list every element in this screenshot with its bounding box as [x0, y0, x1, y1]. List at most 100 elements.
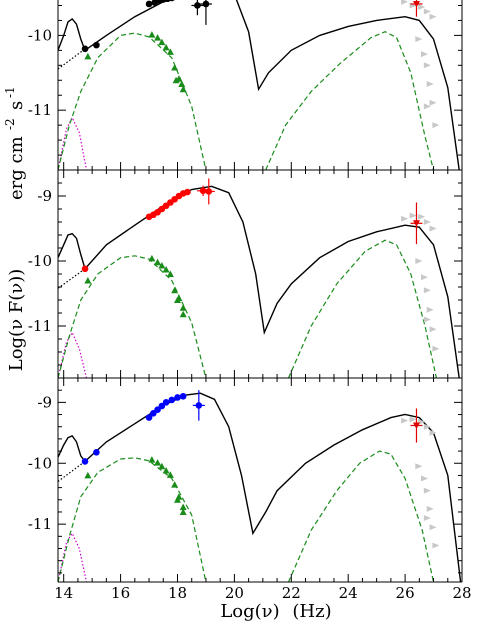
chart-panels: -11 -10 -11 -10 -9 -11 -10 -9 [28, 0, 463, 583]
gray-data-point [429, 99, 437, 106]
source-data-point [168, 396, 176, 404]
green-data-point [154, 34, 162, 41]
host-galaxy-curve [58, 331, 88, 378]
y-axis-unit: erg cm -2 s -1 [3, 86, 27, 200]
gray-data-point [415, 258, 423, 264]
gray-data-point [423, 316, 431, 323]
host-galaxy-curve [58, 532, 88, 582]
source-data-point [81, 458, 89, 465]
gray-data-point [429, 13, 437, 20]
gray-data-point [415, 463, 423, 470]
gray-data-point [401, 215, 409, 222]
gray-data-point [423, 487, 431, 494]
green-data-point [171, 286, 179, 294]
green-data-point [148, 31, 156, 38]
gray-data-point [429, 429, 437, 436]
gray-data-point [432, 345, 440, 352]
gray-data-point [429, 524, 437, 531]
source-data-point [81, 265, 89, 273]
panel-plot-area [58, 178, 460, 378]
source-data-point [179, 392, 187, 400]
green-data-point [166, 471, 174, 478]
gray-data-point [423, 219, 431, 225]
green-data-point [154, 459, 162, 466]
external-compton-curve [287, 450, 435, 582]
source-data-point [195, 402, 203, 409]
fermi-data-point [412, 0, 420, 8]
y-tick-label: -9 [37, 187, 52, 205]
green-data-point [84, 52, 92, 60]
green-data-point [162, 265, 170, 273]
gray-data-point [421, 51, 429, 58]
green-data-point [154, 258, 162, 266]
green-data-point [158, 262, 166, 269]
panel-3: -11 -10 -9 [28, 377, 463, 583]
x-tick-label: 16 [111, 584, 130, 602]
panel-plot-area [58, 390, 462, 582]
gray-data-point [432, 542, 440, 549]
external-compton-curve [265, 31, 435, 170]
gray-data-point [429, 326, 437, 333]
green-data-point [166, 48, 174, 55]
source-data-point [205, 188, 213, 195]
source-data-point [174, 394, 181, 401]
green-data-point [148, 456, 156, 463]
y-unit-exp1: -2 [3, 118, 17, 130]
gray-data-point [423, 8, 431, 15]
green-data-point [171, 481, 179, 488]
source-data-point [145, 0, 153, 8]
x-tick-label: 18 [168, 584, 187, 602]
gray-data-point [421, 274, 429, 281]
x-axis-label: Log(ν) [220, 601, 279, 622]
gray-data-point [418, 3, 426, 10]
green-data-point [158, 462, 166, 470]
green-data-point [162, 467, 170, 474]
disk-dotted-line [58, 268, 86, 289]
y-unit-mid: s [6, 101, 27, 110]
gray-data-point [423, 287, 431, 294]
model-curve [58, 392, 462, 582]
panel-1: -11 -10 [28, 0, 463, 171]
gray-data-point [432, 122, 440, 129]
source-data-point [184, 188, 191, 196]
green-data-point [179, 310, 187, 318]
green-data-point [158, 38, 166, 46]
gray-data-point [421, 475, 429, 482]
y-tick-label: -10 [28, 454, 52, 472]
gray-data-point [401, 0, 409, 5]
green-data-point [179, 508, 187, 515]
y-tick-label: -11 [28, 101, 52, 119]
gray-data-point [426, 81, 434, 87]
y-unit-base: erg cm [6, 136, 27, 200]
green-data-point [179, 85, 187, 93]
x-tick-label: 26 [396, 584, 415, 602]
disk-dotted-line [58, 48, 86, 70]
source-data-point [81, 45, 89, 53]
gray-data-point [423, 103, 431, 110]
gray-data-point [423, 62, 431, 69]
green-data-point [162, 43, 170, 51]
gray-data-point [423, 515, 431, 522]
disk-dotted-line [58, 460, 86, 482]
green-data-point [179, 304, 187, 311]
source-data-point [93, 41, 100, 49]
green-data-point [173, 496, 181, 503]
gray-data-point [426, 306, 434, 313]
gray-data-point [401, 417, 409, 424]
y-axis-label: Log(ν F(ν)) [6, 269, 27, 372]
external-synchrotron-curve [58, 32, 207, 170]
x-axis: 14 16 18 20 22 24 26 28 [54, 584, 471, 602]
model-curve [58, 0, 460, 170]
gray-data-point [418, 418, 426, 425]
panel-2: -11 -10 -9 [28, 169, 463, 379]
x-tick-label: 28 [452, 584, 471, 602]
y-tick-label: -10 [28, 252, 52, 270]
source-data-point [194, 2, 201, 9]
green-data-point [172, 76, 180, 84]
external-compton-curve [287, 239, 437, 378]
source-data-point [93, 448, 100, 456]
green-data-point [166, 270, 174, 277]
source-data-point [169, 0, 175, 2]
external-synchrotron-curve [58, 457, 207, 582]
